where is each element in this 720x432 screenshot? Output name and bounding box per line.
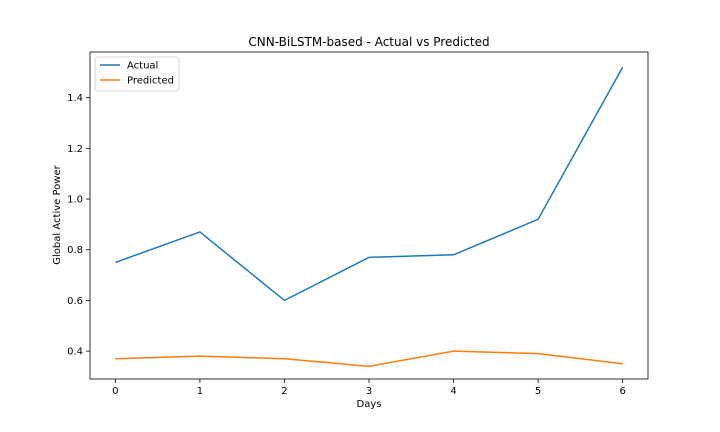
y-tick-label: 1.4 <box>67 93 83 104</box>
x-tick-label: 2 <box>281 386 287 397</box>
series-line-actual <box>115 66 624 302</box>
x-tick-label: 5 <box>535 386 541 397</box>
plot-frame <box>89 51 649 380</box>
legend-label-predicted: Predicted <box>127 76 174 87</box>
y-tick-label: 1.0 <box>67 195 83 206</box>
series-line-predicted <box>115 350 623 368</box>
y-axis-label: Global Active Power <box>52 164 63 264</box>
x-tick-label: 4 <box>450 386 456 397</box>
y-tick-label: 0.6 <box>67 296 83 307</box>
x-axis-label: Days <box>357 399 382 410</box>
x-tick-label: 6 <box>619 386 625 397</box>
x-tick-label: 1 <box>197 386 203 397</box>
series-group <box>115 66 624 368</box>
y-tick-label: 1.2 <box>67 144 83 155</box>
x-tick-label: 0 <box>112 386 118 397</box>
legend: Actual Predicted <box>94 56 180 92</box>
chart-title: CNN-BiLSTM-based - Actual vs Predicted <box>248 35 489 49</box>
x-axis: 0 1 2 3 4 5 6 <box>112 379 626 397</box>
y-axis: 0.4 0.6 0.8 1.0 1.2 1.4 <box>67 93 90 358</box>
y-tick-label: 0.8 <box>67 245 83 256</box>
x-tick-label: 3 <box>366 386 372 397</box>
y-tick-label: 0.4 <box>67 347 83 358</box>
legend-label-actual: Actual <box>127 61 158 72</box>
